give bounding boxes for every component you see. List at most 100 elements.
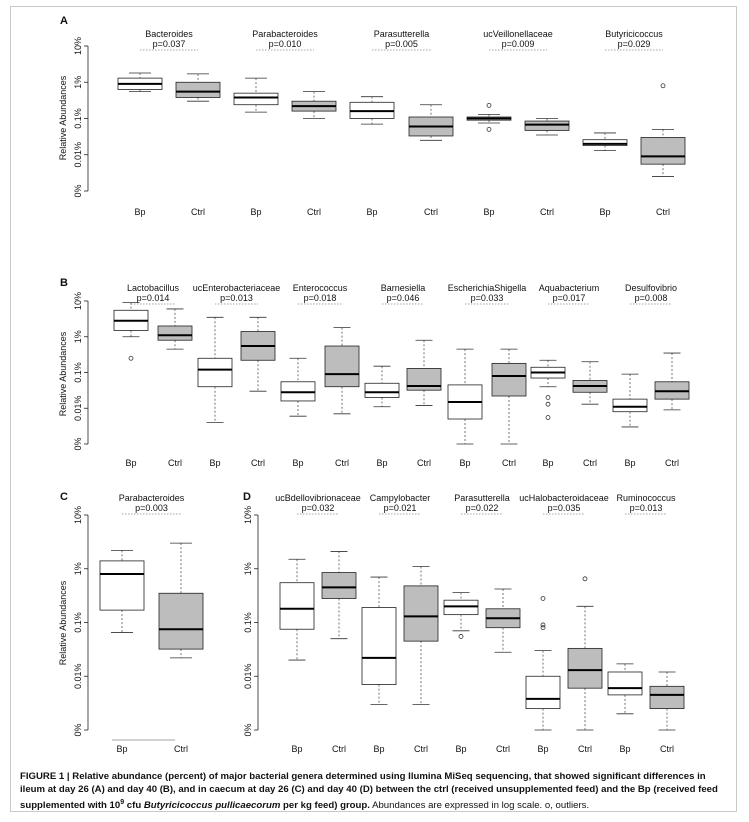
p-value-label: p=0.037 <box>153 39 186 49</box>
box-iqr <box>364 382 400 398</box>
category-label: Bp <box>459 458 470 468</box>
outlier-point <box>660 83 666 89</box>
category-label: Bp <box>619 744 630 754</box>
figure-caption: FIGURE 1 | Relative abundance (percent) … <box>20 770 732 812</box>
category-label: Bp <box>537 744 548 754</box>
p-value-label: p=0.021 <box>384 503 417 513</box>
p-value-label: p=0.010 <box>269 39 302 49</box>
caption-bold-text: Relative abundance (percent) of major ba… <box>20 771 718 812</box>
genus-label: Ruminococcus <box>616 493 676 503</box>
box-iqr <box>640 137 686 165</box>
y-axis-label: Relative Abundances <box>58 331 68 416</box>
box-iqr <box>175 81 221 98</box>
outlier-point <box>540 596 546 601</box>
category-label: Ctrl <box>332 744 346 754</box>
p-value-label: p=0.032 <box>302 503 335 513</box>
y-tick-label: 10% <box>73 37 83 55</box>
p-value-label: p=0.046 <box>387 293 420 303</box>
box-iqr <box>324 345 360 388</box>
caption-superscript: 9 <box>120 799 125 806</box>
genus-label: Enterococcus <box>293 283 348 293</box>
panel-letter-d: D <box>243 491 251 503</box>
y-tick-label: 10% <box>73 506 83 524</box>
y-tick-label: 0.1% <box>73 362 83 383</box>
category-label: Bp <box>250 207 261 217</box>
p-value-label: p=0.033 <box>471 293 504 303</box>
box-iqr <box>612 398 648 413</box>
category-label: Bp <box>366 207 377 217</box>
genus-label: EscherichiaShigella <box>448 283 527 293</box>
genus-label: ucVeillonellaceae <box>483 29 553 39</box>
category-label: Ctrl <box>335 458 349 468</box>
p-value-label: p=0.005 <box>385 39 418 49</box>
p-value-label: p=0.029 <box>618 39 651 49</box>
category-label: Bp <box>125 458 136 468</box>
p-value-label: p=0.013 <box>220 293 253 303</box>
category-label: Ctrl <box>417 458 431 468</box>
y-tick-label: 0% <box>243 723 253 736</box>
outlier-point <box>486 102 492 108</box>
category-label: Ctrl <box>660 744 674 754</box>
box-iqr <box>233 92 279 106</box>
category-label: Ctrl <box>191 207 205 217</box>
p-value-label: p=0.035 <box>548 503 581 513</box>
category-label: Ctrl <box>414 744 428 754</box>
y-tick-label: 0% <box>73 723 83 736</box>
genus-label: Butyricicoccus <box>605 29 663 39</box>
box-iqr <box>157 325 193 341</box>
p-value-label: p=0.009 <box>502 39 535 49</box>
category-label: Bp <box>599 207 610 217</box>
category-label: Ctrl <box>502 458 516 468</box>
box-iqr <box>406 368 442 391</box>
category-label: Bp <box>292 458 303 468</box>
y-tick-label: 10% <box>243 506 253 524</box>
genus-label: Parabacteroides <box>119 493 185 503</box>
category-label: Bp <box>116 744 127 754</box>
outlier-point <box>486 127 492 132</box>
category-label: Ctrl <box>665 458 679 468</box>
category-label: Bp <box>483 207 494 217</box>
panel-letter-a: A <box>60 15 68 27</box>
category-label: Ctrl <box>174 744 188 754</box>
genus-label: Parasutterella <box>454 493 510 503</box>
category-label: Bp <box>542 458 553 468</box>
panel-letter-b: B <box>60 277 68 289</box>
category-label: Ctrl <box>496 744 510 754</box>
category-label: Ctrl <box>583 458 597 468</box>
box-iqr <box>525 675 561 710</box>
box-iqr <box>649 685 685 710</box>
category-label: Bp <box>455 744 466 754</box>
p-value-label: p=0.003 <box>135 503 168 513</box>
caption-species: Butyricicoccus pullicaecorum <box>143 800 281 812</box>
caption-bold-end: per kg feed) group. <box>280 800 370 812</box>
genus-label: Aquabacterium <box>539 283 600 293</box>
box-iqr <box>607 671 643 696</box>
box-iqr <box>567 647 603 689</box>
y-tick-label: 0.1% <box>73 108 83 129</box>
category-label: Bp <box>373 744 384 754</box>
y-axis-label: Relative Abundances <box>58 75 68 160</box>
outlier-point <box>545 401 551 407</box>
box-iqr <box>99 560 145 611</box>
box-iqr <box>524 120 570 131</box>
category-label: Ctrl <box>307 207 321 217</box>
outlier-point <box>540 622 546 628</box>
p-value-label: p=0.018 <box>304 293 337 303</box>
box-iqr <box>403 585 439 642</box>
y-tick-label: 0% <box>73 184 83 197</box>
y-tick-label: 1% <box>73 330 83 343</box>
p-value-label: p=0.008 <box>635 293 668 303</box>
category-label: Ctrl <box>251 458 265 468</box>
outlier-point <box>540 625 546 631</box>
outlier-point <box>128 355 134 361</box>
caption-label: FIGURE 1 | <box>20 771 70 782</box>
caption-bold-mid: cfu <box>124 800 144 812</box>
y-axis-label: Relative Abundances <box>58 580 68 665</box>
box-iqr <box>158 592 204 650</box>
genus-label: Parasutterella <box>374 29 430 39</box>
p-value-label: p=0.017 <box>553 293 586 303</box>
outlier-point <box>582 576 588 582</box>
y-tick-label: 1% <box>73 562 83 575</box>
